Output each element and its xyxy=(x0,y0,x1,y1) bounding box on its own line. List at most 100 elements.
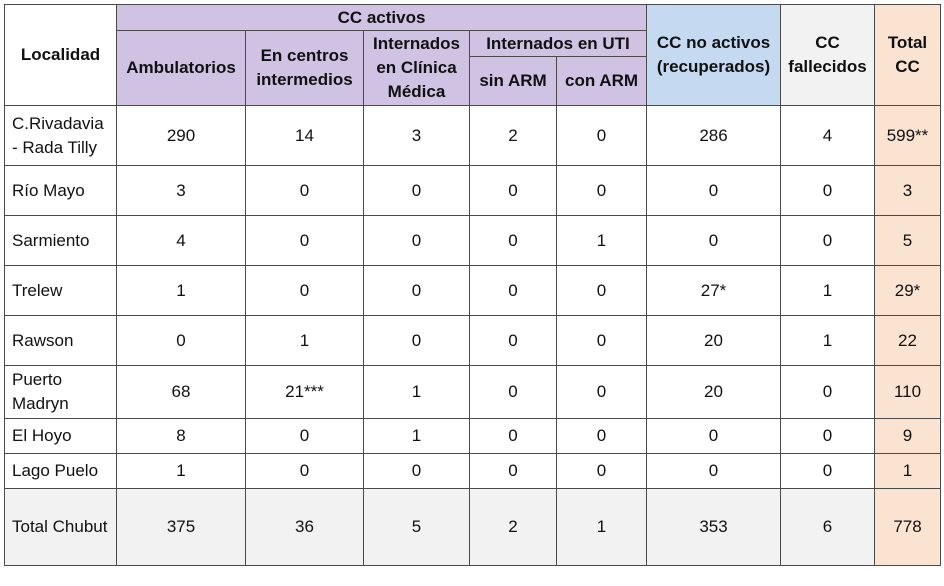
cell-total: 1 xyxy=(874,453,941,489)
cell-sin-arm: 2 xyxy=(469,105,557,166)
table-row: Trelew 1 0 0 0 0 27* 1 29* xyxy=(4,265,941,316)
cell-con-arm: 0 xyxy=(556,418,647,454)
cell-localidad: C.Rivadavia - Rada Tilly xyxy=(4,105,117,166)
cell-no-activos: 27* xyxy=(646,265,781,316)
cell-clinica: 5 xyxy=(363,488,470,566)
cell-intermedios: 0 xyxy=(245,418,364,454)
header-cc-fallecidos: CC fallecidos xyxy=(780,4,875,106)
cell-ambulatorios: 375 xyxy=(116,488,246,566)
cell-no-activos: 0 xyxy=(646,165,781,216)
cell-fallecidos: 4 xyxy=(780,105,875,166)
cell-clinica: 3 xyxy=(363,105,470,166)
cell-ambulatorios: 4 xyxy=(116,215,246,266)
cell-localidad: El Hoyo xyxy=(4,418,117,454)
cell-clinica: 0 xyxy=(363,265,470,316)
cell-total: 9 xyxy=(874,418,941,454)
cell-fallecidos: 0 xyxy=(780,418,875,454)
cell-intermedios: 1 xyxy=(245,315,364,366)
cell-ambulatorios: 1 xyxy=(116,453,246,489)
header-cc-activos: CC activos xyxy=(116,4,647,31)
cell-no-activos: 286 xyxy=(646,105,781,166)
table-row: Rawson 0 1 0 0 0 20 1 22 xyxy=(4,315,941,366)
cell-total: 22 xyxy=(874,315,941,366)
cell-sin-arm: 0 xyxy=(469,418,557,454)
cell-localidad: Río Mayo xyxy=(4,165,117,216)
total-row: Total Chubut 375 36 5 2 1 353 6 778 xyxy=(4,488,941,566)
cell-clinica: 0 xyxy=(363,215,470,266)
cell-ambulatorios: 1 xyxy=(116,265,246,316)
cell-clinica: 1 xyxy=(363,418,470,454)
cell-sin-arm: 0 xyxy=(469,365,557,419)
header-total-cc: Total CC xyxy=(874,4,941,106)
cell-sin-arm: 0 xyxy=(469,453,557,489)
cell-sin-arm: 2 xyxy=(469,488,557,566)
cell-total: 778 xyxy=(874,488,941,566)
cell-fallecidos: 1 xyxy=(780,265,875,316)
header-internados-uti: Internados en UTI xyxy=(469,30,647,57)
cell-localidad: Total Chubut xyxy=(4,488,117,566)
cell-clinica: 1 xyxy=(363,365,470,419)
cell-intermedios: 36 xyxy=(245,488,364,566)
cell-intermedios: 0 xyxy=(245,215,364,266)
table-header: Localidad CC activos CC no activos (recu… xyxy=(4,4,941,106)
table-row: Lago Puelo 1 0 0 0 0 0 0 1 xyxy=(4,453,941,489)
header-localidad: Localidad xyxy=(4,4,117,106)
header-centros-intermedios: En centros intermedios xyxy=(245,30,364,106)
cell-fallecidos: 0 xyxy=(780,365,875,419)
cell-total: 3 xyxy=(874,165,941,216)
table-row: Puerto Madryn 68 21*** 1 0 0 20 0 110 xyxy=(4,365,941,419)
cell-con-arm: 0 xyxy=(556,165,647,216)
cell-no-activos: 20 xyxy=(646,315,781,366)
cell-intermedios: 0 xyxy=(245,165,364,216)
cell-fallecidos: 1 xyxy=(780,315,875,366)
cell-clinica: 0 xyxy=(363,315,470,366)
cell-clinica: 0 xyxy=(363,453,470,489)
cell-ambulatorios: 0 xyxy=(116,315,246,366)
table-body: C.Rivadavia - Rada Tilly 290 14 3 2 0 28… xyxy=(4,105,941,566)
table-row: C.Rivadavia - Rada Tilly 290 14 3 2 0 28… xyxy=(4,105,941,166)
cell-con-arm: 0 xyxy=(556,365,647,419)
cell-ambulatorios: 68 xyxy=(116,365,246,419)
cell-intermedios: 0 xyxy=(245,265,364,316)
cell-total: 29* xyxy=(874,265,941,316)
cell-sin-arm: 0 xyxy=(469,315,557,366)
cell-fallecidos: 0 xyxy=(780,453,875,489)
header-internados-clinica: Internados en Clínica Médica xyxy=(363,30,470,106)
header-sin-arm: sin ARM xyxy=(469,56,557,106)
cell-total: 599** xyxy=(874,105,941,166)
cell-total: 110 xyxy=(874,365,941,419)
table-row: Río Mayo 3 0 0 0 0 0 0 3 xyxy=(4,165,941,216)
cell-localidad: Puerto Madryn xyxy=(4,365,117,419)
cell-intermedios: 21*** xyxy=(245,365,364,419)
cell-ambulatorios: 3 xyxy=(116,165,246,216)
cell-localidad: Trelew xyxy=(4,265,117,316)
cell-intermedios: 0 xyxy=(245,453,364,489)
cell-ambulatorios: 8 xyxy=(116,418,246,454)
cell-con-arm: 0 xyxy=(556,105,647,166)
cell-fallecidos: 0 xyxy=(780,165,875,216)
cell-localidad: Rawson xyxy=(4,315,117,366)
cell-no-activos: 0 xyxy=(646,453,781,489)
table-row: El Hoyo 8 0 1 0 0 0 0 9 xyxy=(4,418,941,454)
table-row: Sarmiento 4 0 0 0 1 0 0 5 xyxy=(4,215,941,266)
cell-localidad: Sarmiento xyxy=(4,215,117,266)
cell-localidad: Lago Puelo xyxy=(4,453,117,489)
cell-con-arm: 0 xyxy=(556,315,647,366)
header-con-arm: con ARM xyxy=(556,56,647,106)
cell-con-arm: 1 xyxy=(556,215,647,266)
cc-cases-table: Localidad CC activos CC no activos (recu… xyxy=(4,4,941,566)
cell-sin-arm: 0 xyxy=(469,165,557,216)
cell-no-activos: 353 xyxy=(646,488,781,566)
cell-clinica: 0 xyxy=(363,165,470,216)
header-cc-no-activos: CC no activos (recuperados) xyxy=(646,4,781,106)
cell-sin-arm: 0 xyxy=(469,265,557,316)
cell-fallecidos: 0 xyxy=(780,215,875,266)
cell-no-activos: 0 xyxy=(646,418,781,454)
cell-con-arm: 1 xyxy=(556,488,647,566)
header-ambulatorios: Ambulatorios xyxy=(116,30,246,106)
cell-ambulatorios: 290 xyxy=(116,105,246,166)
cell-no-activos: 0 xyxy=(646,215,781,266)
cell-sin-arm: 0 xyxy=(469,215,557,266)
cell-con-arm: 0 xyxy=(556,453,647,489)
cell-con-arm: 0 xyxy=(556,265,647,316)
